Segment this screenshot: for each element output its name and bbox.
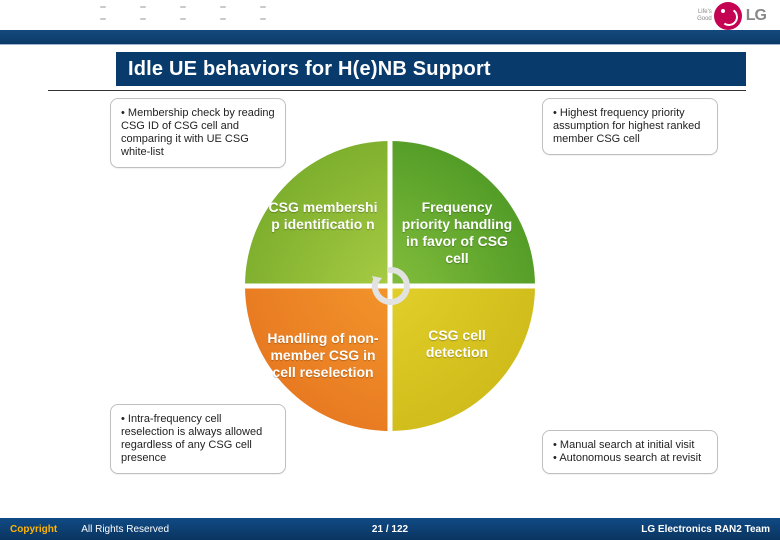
quadrant-label-tr: Frequency priority handling in favor of … [397, 199, 517, 267]
footer-rights: All Rights Reserved [57, 524, 169, 535]
brand-tagline: Life'sGood [697, 9, 712, 23]
page-current: 21 [372, 524, 383, 535]
footer-copyright-label: Copyright [10, 524, 57, 535]
footer-copyright: Copyright [0, 524, 57, 535]
callout-text: Autonomous search at revisit [553, 452, 707, 465]
slide-root: Life'sGood LG Idle UE behaviors for H(e)… [0, 0, 780, 540]
footer-page: 21 / 122 [372, 524, 408, 535]
top-blue-strip [0, 30, 780, 44]
slide-title-band: Idle UE behaviors for H(e)NB Support [116, 52, 746, 86]
center-cycle-icon [368, 264, 412, 308]
callout-text: Manual search at initial visit [553, 439, 707, 452]
top-divider [0, 44, 780, 45]
brand-logo: Life'sGood LG [697, 2, 766, 30]
quadrant-label-tl: CSG membershi p identificatio n [263, 199, 383, 233]
lg-mark-icon [714, 2, 742, 30]
callout-text: Highest frequency priority assumption fo… [553, 107, 707, 146]
callout-top-right: Highest frequency priority assumption fo… [542, 98, 718, 155]
brand-name: LG [746, 7, 766, 25]
footer-team: LG Electronics RAN2 Team [641, 524, 780, 535]
decorative-dots [100, 6, 300, 26]
callout-bottom-right: Manual search at initial visit Autonomou… [542, 430, 718, 474]
slide-title: Idle UE behaviors for H(e)NB Support [128, 58, 491, 81]
quadrant-diagram: CSG membershi p identificatio n Frequenc… [245, 141, 535, 431]
footer-bar: Copyright All Rights Reserved 21 / 122 L… [0, 518, 780, 540]
quadrant-label-bl: Handling of non-member CSG in cell resel… [263, 330, 383, 381]
page-total: 122 [391, 524, 408, 535]
quadrant-label-br: CSG cell detection [397, 327, 517, 361]
title-underline [48, 90, 746, 91]
content-area: Membership check by reading CSG ID of CS… [0, 96, 780, 510]
